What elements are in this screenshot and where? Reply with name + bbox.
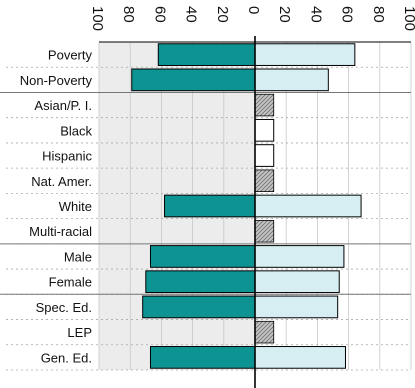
category-label-asian-p-i: Asian/P. I. bbox=[34, 98, 92, 113]
bar-left-poverty bbox=[157, 43, 256, 66]
tick-label: 0 bbox=[245, 6, 262, 14]
tick-label: 40 bbox=[307, 6, 324, 23]
category-label-lep: LEP bbox=[67, 325, 92, 340]
bar-left-spec-ed bbox=[142, 295, 256, 319]
bar-right-poverty bbox=[254, 43, 356, 66]
category-labels: Poverty Non-Poverty Asian/P. I. Black Hispan… bbox=[20, 48, 93, 366]
category-label-gen-ed: Gen. Ed. bbox=[41, 350, 92, 365]
bar-right-gen-ed bbox=[254, 346, 346, 369]
category-label-white: White bbox=[59, 199, 92, 214]
category-label-multi-racial: Multi-racial bbox=[29, 224, 92, 239]
bars bbox=[131, 43, 362, 369]
bar-right-male bbox=[254, 245, 345, 268]
category-label-poverty: Poverty bbox=[48, 48, 93, 63]
bar-suppressed-nat-amer bbox=[254, 169, 275, 193]
tick-label: 20 bbox=[276, 6, 293, 23]
bar-right-non-poverty bbox=[254, 68, 329, 92]
bar-left-gen-ed bbox=[149, 346, 256, 369]
bar-empty-hispanic bbox=[254, 144, 275, 167]
category-label-male: Male bbox=[64, 249, 92, 264]
tick-label: 20 bbox=[214, 6, 231, 23]
bar-left-male bbox=[149, 245, 256, 268]
bar-left-female bbox=[145, 270, 256, 294]
category-label-black: Black bbox=[60, 123, 92, 138]
tick-label: 40 bbox=[183, 6, 200, 23]
category-label-hispanic: Hispanic bbox=[42, 149, 92, 164]
category-label-nat-amer: Nat. Amer. bbox=[31, 174, 92, 189]
bar-suppressed-lep bbox=[254, 320, 275, 344]
category-label-non-poverty: Non-Poverty bbox=[20, 73, 93, 88]
bar-suppressed-multi-racial bbox=[254, 219, 275, 243]
bar-empty-black bbox=[254, 118, 275, 142]
bar-left-non-poverty bbox=[131, 68, 256, 92]
bar-left-white bbox=[164, 194, 256, 218]
group-separators bbox=[0, 91, 411, 295]
axis bbox=[99, 36, 411, 388]
bar-right-spec-ed bbox=[254, 295, 339, 319]
tick-label: 60 bbox=[339, 6, 356, 23]
tick-label: 80 bbox=[120, 6, 137, 23]
tick-label: 80 bbox=[370, 6, 387, 23]
tick-labels: 100 80 60 40 20 0 20 40 60 80 100 bbox=[89, 6, 415, 31]
tick-label: 60 bbox=[151, 6, 168, 23]
bar-right-white bbox=[254, 194, 362, 218]
tick-label: 100 bbox=[89, 6, 106, 31]
bar-right-female bbox=[254, 270, 340, 294]
bar-suppressed-asian-p-i bbox=[254, 93, 275, 117]
category-label-spec-ed: Spec. Ed. bbox=[36, 300, 92, 315]
tick-label: 100 bbox=[401, 6, 415, 31]
category-label-female: Female bbox=[49, 275, 92, 290]
